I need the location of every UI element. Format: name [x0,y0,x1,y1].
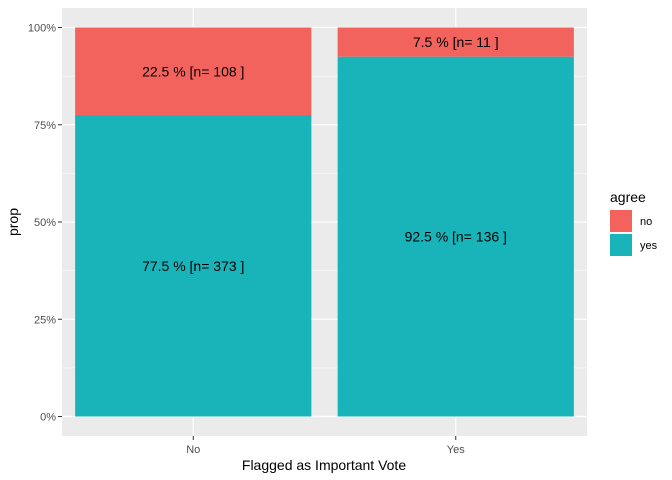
bar-labels: 77.5 % [n= 373 ] 22.5 % [n= 108 ] 92.5 % [… [142,34,507,274]
data-label-no-no: 22.5 % [n= 108 ] [142,63,244,79]
bar-no-yes [337,27,574,57]
legend-label-yes: yes [640,240,658,252]
y-tick-label: 25% [34,314,56,326]
data-label-no-yes: 7.5 % [n= 11 ] [413,34,499,50]
y-tick-label: 50% [34,217,56,229]
data-label-yes-yes: 92.5 % [n= 136 ] [405,229,507,245]
x-tick-label: No [186,444,200,456]
legend-label-no: no [640,216,652,228]
x-axis: No Yes [186,436,465,456]
bar-yes-yes [337,56,574,417]
y-axis-title: prop [5,208,21,236]
legend-key-no [610,210,632,232]
bar-yes-no [75,115,312,417]
legend-key-yes [610,234,632,256]
y-tick-label: 100% [28,23,56,35]
y-tick-label: 0% [40,412,56,424]
x-tick-label: Yes [447,444,465,456]
legend-title: agree [610,189,646,205]
legend: agree no yes [610,189,658,256]
bar-no-no [75,27,312,116]
y-tick-label: 75% [34,120,56,132]
bars [75,27,574,417]
data-label-yes-no: 77.5 % [n= 373 ] [142,258,244,274]
x-axis-title: Flagged as Important Vote [242,457,406,473]
y-axis: 0% 25% 50% 75% 100% [28,23,62,424]
